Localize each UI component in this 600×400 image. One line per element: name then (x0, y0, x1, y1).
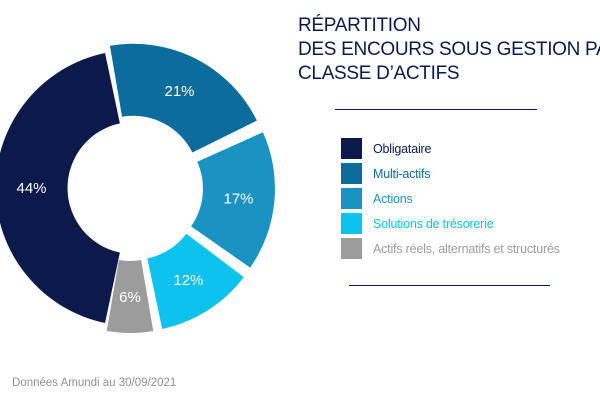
slice-label-multi-actifs: 21% (164, 83, 194, 100)
chart-title-line-1: RÉPARTITION (298, 15, 421, 36)
donut-chart: 44% 21% 17% 12% 6% (0, 43, 275, 334)
legend-top-divider (335, 109, 537, 110)
source-note: Données Amundi au 30/09/2021 (12, 377, 177, 389)
chart-title-line-3: CLASSE D’ACTIFS (298, 63, 460, 84)
donut-slice-solutions-de-tresorerie (147, 233, 244, 329)
slice-label-actifs-reels-alternatifs-et-structures: 6% (119, 289, 141, 306)
legend-item-obligataire: Obligataire (341, 136, 560, 161)
legend-item-actifs-reels: Actifs réels, alternatifs et structurés (341, 236, 560, 261)
chart-title: RÉPARTITION DES ENCOURS SOUS GESTION PAR… (298, 14, 600, 86)
legend-label-actifs-reels: Actifs réels, alternatifs et structurés (373, 241, 560, 256)
legend-swatch-actions (341, 188, 362, 209)
legend-item-solutions-de-tresorerie: Solutions de trésorerie (341, 211, 560, 236)
legend-swatch-multi-actifs (341, 163, 362, 184)
donut-slice-actifs-reels-alternatifs-et-structures (106, 260, 154, 334)
legend-bottom-divider (349, 285, 550, 286)
legend-label-multi-actifs: Multi-actifs (373, 166, 431, 181)
legend-item-actions: Actions (341, 186, 560, 211)
legend-item-multi-actifs: Multi-actifs (341, 161, 560, 186)
chart-title-line-2: DES ENCOURS SOUS GESTION PAR (298, 39, 600, 60)
legend-swatch-obligataire (341, 138, 362, 159)
slice-label-solutions-de-tresorerie: 12% (173, 272, 203, 289)
legend-label-actions: Actions (373, 191, 413, 206)
legend-swatch-solutions-de-tresorerie (341, 213, 362, 234)
chart-legend: Obligataire Multi-actifs Actions Solutio… (341, 136, 560, 261)
donut-slice-multi-actifs (109, 43, 257, 153)
legend-label-obligataire: Obligataire (373, 141, 432, 156)
donut-slice-actions (191, 132, 275, 268)
donut-slices (0, 43, 275, 334)
legend-label-solutions-de-tresorerie: Solutions de trésorerie (373, 216, 494, 231)
donut-slice-labels: 44% 21% 17% 12% 6% (16, 83, 253, 306)
legend-swatch-actifs-reels (341, 238, 362, 259)
slice-label-obligataire: 44% (16, 180, 46, 197)
donut-slice-obligataire (0, 52, 120, 324)
slice-label-actions: 17% (223, 190, 253, 207)
